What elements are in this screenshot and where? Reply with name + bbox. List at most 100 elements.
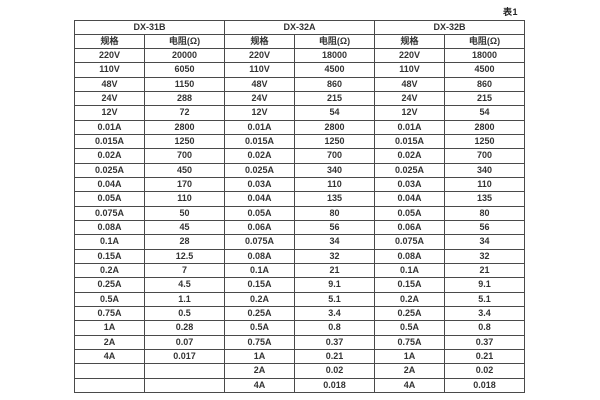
table-cell: 2800 — [444, 119, 526, 135]
group-header-row: DX-31B DX-32A DX-32B — [73, 20, 526, 35]
table-row: 0.08A 45 0.06A 56 0.06A 56 — [74, 219, 526, 236]
table-cell: 1A — [74, 320, 145, 336]
table-cell: 215 — [294, 90, 376, 107]
table-cell: 72 — [143, 105, 226, 121]
table-cell: 1A — [374, 348, 446, 365]
group-header-dx32b: DX-32B — [374, 20, 526, 35]
table-cell — [74, 363, 145, 379]
table-cell: 0.01A — [374, 119, 446, 135]
table-cell: 80 — [444, 205, 526, 221]
table-cell — [143, 363, 226, 379]
table-cell: 4A — [74, 348, 145, 365]
table-cell: 0.1A — [374, 262, 446, 279]
table-row: 0.1A 28 0.075A 34 0.075A 34 — [74, 234, 526, 250]
table-cell: 0.15A — [74, 248, 145, 264]
table-cell: 220V — [74, 47, 145, 64]
table-cell: 110 — [143, 191, 226, 207]
resistance-column-header: 电阻(Ω) — [444, 34, 526, 49]
table-cell: 0.21 — [294, 348, 376, 365]
table-row: 2A 0.02 2A 0.02 — [74, 363, 526, 379]
table-cell: 860 — [294, 76, 376, 92]
table-row: 0.01A 2800 0.01A 2800 0.01A 2800 — [74, 119, 526, 135]
table-cell: 32 — [444, 248, 526, 264]
table-cell: 0.05A — [374, 205, 446, 221]
table-cell: 6050 — [143, 62, 226, 78]
table-cell: 0.08A — [374, 248, 446, 264]
table-cell: 0.25A — [74, 277, 145, 293]
table-cell: 0.06A — [374, 219, 446, 236]
table-cell: 5.1 — [444, 291, 526, 307]
table-cell: 18000 — [444, 47, 526, 64]
table-cell: 1250 — [143, 133, 226, 150]
resistance-column-header: 电阻(Ω) — [294, 34, 376, 49]
table-cell: 135 — [444, 191, 526, 207]
table-cell: 2800 — [294, 119, 376, 135]
table-cell: 34 — [294, 234, 376, 250]
table-caption: 表1 — [503, 7, 519, 17]
table-cell: 9.1 — [444, 277, 526, 293]
table-cell: 0.02A — [224, 148, 296, 164]
table-cell: 288 — [143, 90, 226, 107]
table-cell: 0.15A — [374, 277, 446, 293]
table-cell — [74, 377, 145, 394]
table-cell: 135 — [294, 191, 376, 207]
table-cell: 0.1A — [74, 234, 145, 250]
table-cell: 28 — [143, 234, 226, 250]
table-row: 0.015A 1250 0.015A 1250 0.015A 1250 — [74, 133, 526, 150]
column-header-row: 规格 电阻(Ω) 规格 电阻(Ω) 规格 电阻(Ω) — [74, 34, 526, 49]
table-cell: 0.018 — [294, 377, 376, 394]
table-cell: 340 — [444, 162, 526, 178]
table-cell: 4A — [224, 377, 296, 394]
table-cell: 0.018 — [444, 377, 526, 394]
table-cell: 56 — [294, 219, 376, 236]
table-cell: 0.2A — [224, 291, 296, 307]
table-cell: 0.025A — [224, 162, 296, 178]
table-cell: 700 — [143, 148, 226, 164]
table-cell: 1.1 — [143, 291, 226, 307]
table-cell: 0.075A — [74, 205, 145, 221]
table-cell: 7 — [143, 262, 226, 279]
table-cell: 0.75A — [374, 334, 446, 350]
table-cell: 0.04A — [374, 191, 446, 207]
table-cell: 0.25A — [224, 305, 296, 322]
table-cell: 0.03A — [224, 176, 296, 193]
table-cell: 0.02A — [374, 148, 446, 164]
table-row: 0.025A 450 0.025A 340 0.025A 340 — [74, 162, 526, 178]
spec-column-header: 规格 — [74, 34, 145, 49]
table-body: 220V 20000 220V 18000 220V 18000 110V 6050 110V 4… — [74, 47, 526, 394]
table-cell: 48V — [224, 76, 296, 92]
table-cell: 0.37 — [444, 334, 526, 350]
group-header-dx32a: DX-32A — [224, 20, 376, 35]
table-cell: 45 — [143, 219, 226, 236]
table-cell: 2A — [374, 363, 446, 379]
table-cell: 9.1 — [294, 277, 376, 293]
table-cell: 0.03A — [374, 176, 446, 193]
table-cell: 2A — [74, 334, 145, 350]
table-cell: 50 — [143, 205, 226, 221]
table-cell: 48V — [374, 76, 446, 92]
table-row: 24V 288 24V 215 24V 215 — [74, 90, 526, 107]
table-cell: 0.02A — [74, 148, 145, 164]
table-cell: 0.04A — [74, 176, 145, 193]
spec-column-header: 规格 — [374, 34, 446, 49]
table-cell: 0.075A — [224, 234, 296, 250]
table-cell: 450 — [143, 162, 226, 178]
table-cell: 54 — [294, 105, 376, 121]
table-cell: 700 — [444, 148, 526, 164]
table-cell: 0.07 — [143, 334, 226, 350]
table-cell: 0.015A — [74, 133, 145, 150]
table-cell: 220V — [224, 47, 296, 64]
resistance-spec-table: DX-31B DX-32A DX-32B 规格 电阻(Ω) 规格 电阻(Ω) 规… — [73, 20, 526, 394]
table-row: 4A 0.018 4A 0.018 — [74, 377, 526, 394]
table-cell: 2800 — [143, 119, 226, 135]
table-cell: 1250 — [294, 133, 376, 150]
table-cell — [143, 377, 226, 394]
table-cell: 0.02 — [444, 363, 526, 379]
table-cell: 0.02 — [294, 363, 376, 379]
table-row: 12V 72 12V 54 12V 54 — [74, 105, 526, 121]
table-cell: 0.08A — [224, 248, 296, 264]
table-cell: 12V — [374, 105, 446, 121]
table-row: 0.075A 50 0.05A 80 0.05A 80 — [74, 205, 526, 221]
table-cell: 4.5 — [143, 277, 226, 293]
